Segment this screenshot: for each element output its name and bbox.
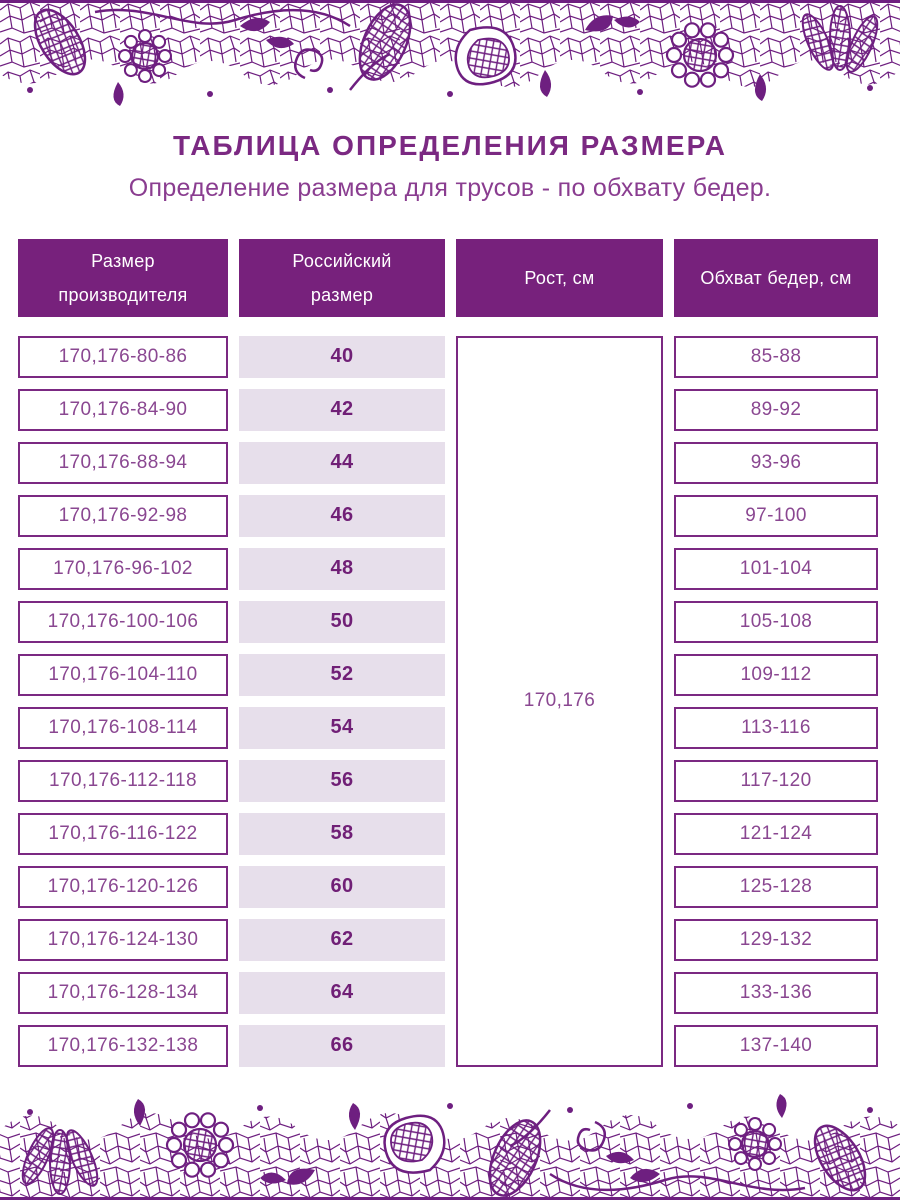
header-cell-hips: Обхват бедер, см — [674, 238, 878, 317]
russian-size-cell: 50 — [239, 600, 445, 643]
page-subtitle: Определение размера для трусов - по обхв… — [128, 174, 772, 203]
hips-cell: 125-128 — [674, 865, 878, 908]
russian-size-column: 40 42 44 46 48 50 52 54 56 58 60 62 64 66 — [239, 335, 445, 1067]
hips-cell: 113-116 — [674, 706, 878, 749]
russian-size-cell: 60 — [239, 865, 445, 908]
russian-size-cell: 40 — [239, 335, 445, 378]
manufacturer-size-cell: 170,176-92-98 — [18, 494, 228, 537]
hips-cell: 85-88 — [674, 335, 878, 378]
manufacturer-size-cell: 170,176-88-94 — [18, 441, 228, 484]
hips-cell: 109-112 — [674, 653, 878, 696]
hips-cell: 133-136 — [674, 971, 878, 1014]
manufacturer-size-cell: 170,176-104-110 — [18, 653, 228, 696]
manufacturer-size-cell: 170,176-112-118 — [18, 759, 228, 802]
hips-cell: 93-96 — [674, 441, 878, 484]
hips-cell: 101-104 — [674, 547, 878, 590]
russian-size-cell: 58 — [239, 812, 445, 855]
hips-cell: 137-140 — [674, 1024, 878, 1067]
manufacturer-size-column: 170,176-80-86 170,176-84-90 170,176-88-94 1… — [18, 335, 228, 1067]
manufacturer-size-cell: 170,176-128-134 — [18, 971, 228, 1014]
manufacturer-size-cell: 170,176-100-106 — [18, 600, 228, 643]
hips-cell: 129-132 — [674, 918, 878, 961]
size-table: Размер производителя Российский размер Р… — [18, 238, 878, 1067]
manufacturer-size-cell: 170,176-120-126 — [18, 865, 228, 908]
manufacturer-size-cell: 170,176-132-138 — [18, 1024, 228, 1067]
hips-column: 85-88 89-92 93-96 97-100 101-104 105-108 109-1… — [674, 335, 878, 1067]
manufacturer-size-cell: 170,176-116-122 — [18, 812, 228, 855]
hips-cell: 117-120 — [674, 759, 878, 802]
russian-size-cell: 46 — [239, 494, 445, 537]
bottom-lace-ornament-icon — [0, 1092, 900, 1200]
header-cell-russian-size: Российский размер — [239, 238, 445, 317]
hips-cell: 97-100 — [674, 494, 878, 537]
header-cell-manufacturer-size: Размер производителя — [18, 238, 228, 317]
russian-size-cell: 44 — [239, 441, 445, 484]
header-cell-height: Рост, см — [456, 238, 663, 317]
height-value-cell: 170,176 — [456, 335, 663, 1067]
manufacturer-size-cell: 170,176-124-130 — [18, 918, 228, 961]
page-title: ТАБЛИЦА ОПРЕДЕЛЕНИЯ РАЗМЕРА — [172, 130, 728, 161]
manufacturer-size-cell: 170,176-96-102 — [18, 547, 228, 590]
hips-cell: 121-124 — [674, 812, 878, 855]
russian-size-cell: 48 — [239, 547, 445, 590]
russian-size-cell: 52 — [239, 653, 445, 696]
russian-size-cell: 64 — [239, 971, 445, 1014]
russian-size-cell: 54 — [239, 706, 445, 749]
russian-size-cell: 42 — [239, 388, 445, 431]
manufacturer-size-cell: 170,176-80-86 — [18, 335, 228, 378]
russian-size-cell: 66 — [239, 1024, 445, 1067]
manufacturer-size-cell: 170,176-108-114 — [18, 706, 228, 749]
russian-size-cell: 62 — [239, 918, 445, 961]
hips-cell: 89-92 — [674, 388, 878, 431]
russian-size-cell: 56 — [239, 759, 445, 802]
hips-cell: 105-108 — [674, 600, 878, 643]
manufacturer-size-cell: 170,176-84-90 — [18, 388, 228, 431]
page-content: ТАБЛИЦА ОПРЕДЕЛЕНИЯ РАЗМЕРА Определение … — [18, 130, 878, 1067]
